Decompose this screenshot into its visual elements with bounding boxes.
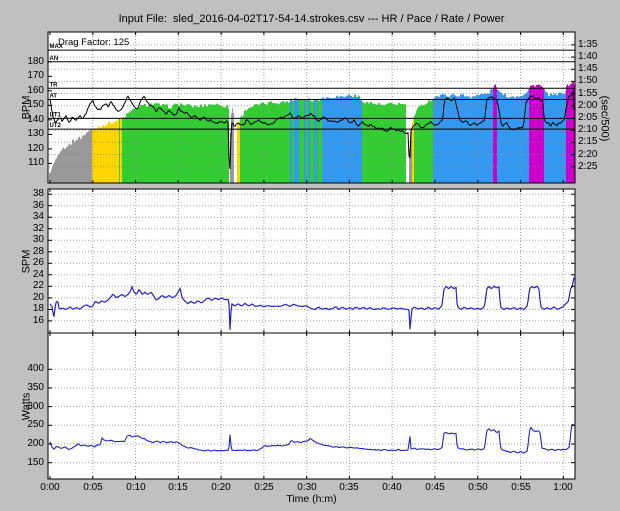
- time-tick-label: 0:50: [468, 482, 488, 493]
- watts-tick-label: 350: [27, 382, 44, 393]
- bpm-tick-label: 110: [28, 157, 44, 168]
- spm-tick-label: 38: [32, 188, 44, 199]
- drag-factor-label: Drag Factor: 125: [58, 37, 130, 48]
- pace-tick-label: 2:10: [578, 124, 598, 135]
- pace-tick-label: 1:40: [578, 51, 598, 62]
- spm-tick-label: 30: [32, 234, 44, 245]
- hr-zone-label-ut2: UT2: [50, 123, 62, 129]
- spm-tick-label: 18: [32, 303, 44, 314]
- time-tick-label: 0:10: [126, 482, 146, 493]
- bpm-tick-label: 140: [27, 114, 44, 125]
- time-tick-label: 0:25: [254, 482, 274, 493]
- pace-tick-label: 1:50: [578, 75, 598, 86]
- time-tick-label: 0:20: [211, 482, 231, 493]
- watts-tick-label: 200: [27, 438, 44, 449]
- time-tick-label: 0:05: [83, 482, 103, 493]
- time-tick-label: 0:40: [382, 482, 402, 493]
- pace-tick-label: 2:15: [578, 136, 598, 147]
- spm-tick-label: 24: [32, 269, 44, 280]
- spm-tick-label: 16: [32, 315, 44, 326]
- watts-tick-label: 400: [27, 363, 44, 374]
- pace-tick-label: 2:00: [578, 100, 598, 111]
- bpm-tick-label: 160: [27, 85, 44, 96]
- time-tick-label: 0:45: [425, 482, 445, 493]
- time-tick-label: 0:15: [168, 482, 188, 493]
- hr-zone-label-an: AN: [50, 56, 59, 62]
- bpm-tick-label: 120: [27, 143, 44, 154]
- hr-zone-label-max: MAX: [50, 44, 63, 50]
- spm-tick-label: 28: [32, 246, 44, 257]
- bpm-tick-label: 150: [27, 99, 44, 110]
- hr-zone-label-at: AT: [50, 94, 58, 100]
- spm-tick-label: 36: [32, 200, 44, 211]
- time-tick-label: 0:55: [511, 482, 531, 493]
- pace-tick-label: 2:05: [578, 112, 598, 123]
- pace-tick-label: 2:20: [578, 149, 598, 160]
- spm-tick-label: 32: [32, 223, 44, 234]
- pace-tick-label: 1:45: [578, 63, 598, 74]
- time-tick-label: 0:35: [339, 482, 359, 493]
- hr-zone-label-ut1: UT1: [50, 112, 62, 118]
- spm-tick-label: 20: [32, 292, 44, 303]
- spm-tick-label: 34: [32, 211, 44, 222]
- time-tick-label: 1:00: [553, 482, 573, 493]
- time-tick-label: 0:30: [297, 482, 317, 493]
- bpm-tick-label: 180: [27, 56, 44, 67]
- spm-tick-label: 26: [32, 257, 44, 268]
- watts-tick-label: 300: [27, 401, 44, 412]
- hr-zone-label-tr: TR: [50, 82, 59, 88]
- pace-tick-label: 1:35: [578, 39, 598, 50]
- time-axis-label: Time (h:m): [286, 493, 337, 505]
- pace-tick-label: 2:25: [578, 161, 598, 172]
- watts-tick-label: 250: [27, 419, 44, 430]
- bpm-tick-label: 130: [27, 128, 44, 139]
- pace-tick-label: 1:55: [578, 88, 598, 99]
- spm-tick-label: 22: [32, 280, 44, 291]
- watts-tick-label: 150: [27, 457, 44, 468]
- window-title: Input File: sled_2016-04-02T17-54-14.str…: [118, 13, 505, 25]
- bpm-tick-label: 170: [27, 70, 44, 81]
- time-tick-label: 0:00: [40, 482, 60, 493]
